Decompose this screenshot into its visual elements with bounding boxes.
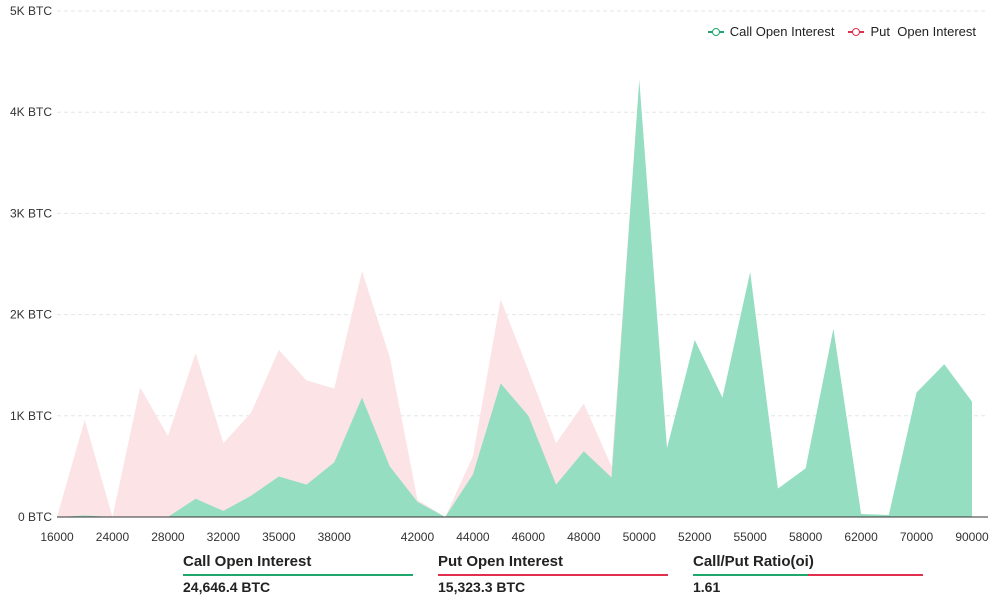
summary-call-value: 24,646.4 BTC [183, 579, 271, 595]
summary-put-label: Put Open Interest [438, 553, 564, 570]
legend-item-call[interactable]: Call Open Interest [707, 24, 835, 39]
x-tick-label: 46000 [512, 530, 546, 544]
legend-label-put: Put Open Interest [870, 24, 976, 39]
summary-put-value: 15,323.3 BTC [438, 579, 526, 595]
x-tick-label: 44000 [456, 530, 490, 544]
y-tick-label: 5K BTC [10, 4, 52, 18]
summary-ratio-underline [693, 574, 923, 576]
y-tick-label: 3K BTC [10, 206, 52, 220]
x-tick-label: 28000 [151, 530, 185, 544]
grid-lines [57, 10, 988, 417]
summary-call-label: Call Open Interest [183, 553, 312, 570]
put-legend-marker-icon [848, 27, 865, 36]
y-tick-label: 1K BTC [10, 409, 52, 423]
call-series-layer [57, 79, 972, 517]
x-tick-label: 16000 [40, 530, 74, 544]
x-tick-label: 38000 [318, 530, 352, 544]
call-series-area [57, 79, 972, 517]
legend-item-put[interactable]: Put Open Interest [848, 24, 976, 39]
summary-ratio-value: 1.61 [693, 579, 721, 595]
legend-label-call: Call Open Interest [729, 24, 835, 39]
summary-call: Call Open Interest 24,646.4 BTC [183, 553, 413, 595]
y-tick-label: 2K BTC [10, 308, 52, 322]
summary-ratio-label: Call/Put Ratio(oi) [693, 553, 814, 570]
axes: 0 BTC 1K BTC 2K BTC 3K BTC 4K BTC 5K BTC 16000… [10, 4, 989, 544]
x-tick-label: 42000 [401, 530, 435, 544]
x-tick-label: 90000 [955, 530, 989, 544]
y-tick-label: 4K BTC [10, 105, 52, 119]
summary-put-underline [438, 574, 668, 576]
chart-legend: Call Open Interest Put Open Interest [707, 24, 976, 39]
x-tick-label: 35000 [262, 530, 296, 544]
x-tick-label: 58000 [789, 530, 823, 544]
x-tick-label: 52000 [678, 530, 712, 544]
x-tick-label: 32000 [207, 530, 241, 544]
x-tick-label: 62000 [844, 530, 878, 544]
x-tick-label: 55000 [733, 530, 767, 544]
x-tick-label: 70000 [900, 530, 934, 544]
call-legend-marker-icon [707, 27, 724, 36]
x-tick-label: 24000 [96, 530, 130, 544]
x-tick-label: 48000 [567, 530, 601, 544]
summary-call-underline [183, 574, 413, 576]
x-tick-label: 50000 [623, 530, 657, 544]
y-tick-label: 0 BTC [18, 510, 52, 524]
summary-put: Put Open Interest 15,323.3 BTC [438, 553, 668, 595]
summary-ratio: Call/Put Ratio(oi) 1.61 [693, 553, 923, 595]
